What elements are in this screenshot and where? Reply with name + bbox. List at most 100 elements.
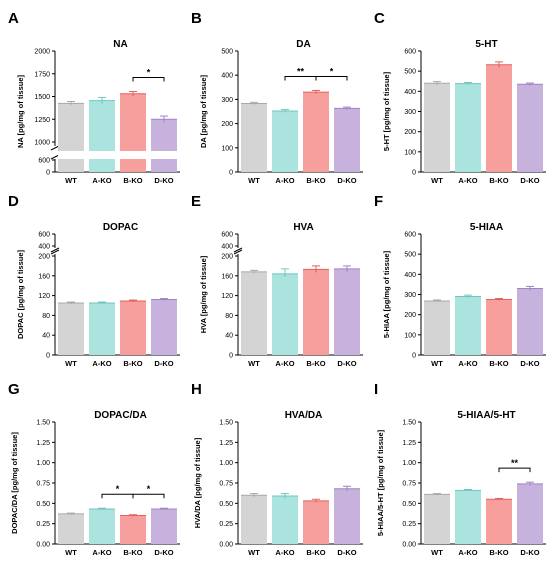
panel-letter: F	[374, 193, 383, 210]
y-tick-label: 0	[412, 353, 416, 360]
y-tick-label: 200	[221, 254, 233, 261]
x-tick-label: A-KO	[275, 548, 294, 557]
y-tick-label: 0.00	[219, 542, 233, 549]
bar-wt	[424, 300, 450, 355]
bar-b-ko	[303, 500, 329, 544]
bar-a-ko	[89, 509, 115, 544]
x-tick-label: D-KO	[520, 548, 539, 557]
y-tick-label: 0.50	[402, 501, 416, 508]
y-tick-label: 600	[221, 232, 233, 239]
bar-d-ko	[517, 288, 543, 355]
bar-break-gap	[120, 151, 146, 159]
panel-a: A NA 0 600 1000 1250 1500 1750 2000 NA [pg/mg of …	[8, 10, 180, 185]
y-tick-label: 0	[229, 170, 233, 177]
y-tick-label: 200	[404, 129, 416, 136]
y-tick-label: 100	[404, 332, 416, 339]
axis-break-mark	[233, 247, 243, 253]
y-tick-label: 80	[42, 313, 50, 320]
y-tick-label: 600	[38, 158, 50, 165]
significance-bracket	[315, 75, 348, 81]
x-tick-label: A-KO	[92, 548, 111, 557]
y-tick-label: 40	[225, 333, 233, 340]
significance-bracket	[101, 493, 134, 499]
y-tick-label: 200	[404, 312, 416, 319]
significance-bracket	[132, 493, 165, 499]
y-axis-label: HVA [pg/mg of tissue]	[199, 255, 208, 333]
y-tick-label: 500	[404, 252, 416, 259]
y-tick-label: 500	[221, 49, 233, 56]
bar-b-ko	[486, 64, 512, 172]
panel-letter: G	[8, 381, 20, 398]
bar-b-ko	[303, 269, 329, 355]
bar-wt	[424, 494, 450, 544]
panel-b: B DA 0 100 200 300 400 500 DA [pg/mg of tissue] W…	[191, 10, 363, 185]
y-tick-label: 1.00	[219, 460, 233, 467]
axis-break-mark	[50, 247, 60, 253]
x-tick-label: B-KO	[306, 359, 325, 368]
x-tick-label: D-KO	[520, 176, 539, 185]
y-tick-label: 400	[221, 73, 233, 80]
panel-h: H HVA/DA 0.00 0.25 0.50 0.75 1.00 1.25 1.50 HVA/D…	[191, 381, 363, 557]
significance-label: *	[330, 66, 334, 76]
y-tick-label: 500	[404, 69, 416, 76]
y-tick-label: 80	[225, 313, 233, 320]
significance-label: *	[147, 484, 151, 494]
y-tick-label: 0.50	[36, 501, 50, 508]
y-axis-label: 5-HT [pg/mg of tissue]	[382, 71, 391, 151]
y-tick-label: 600	[404, 232, 416, 239]
x-tick-label: WT	[248, 548, 260, 557]
x-tick-label: D-KO	[154, 548, 173, 557]
y-tick-label: 0.00	[36, 542, 50, 549]
bar-break-gap	[58, 151, 84, 159]
y-tick-label: 400	[404, 89, 416, 96]
bar-d-ko	[334, 268, 360, 355]
x-tick-label: D-KO	[520, 359, 539, 368]
panel-f: F 5-HIAA 0 100 200 300 400 500 600 5-HIAA [pg/mg …	[374, 193, 546, 368]
y-tick-label: 1500	[34, 94, 50, 101]
bar-a-ko	[455, 83, 481, 172]
bar-b-ko	[486, 499, 512, 544]
bar-wt	[424, 83, 450, 172]
y-tick-label: 0.75	[402, 481, 416, 488]
x-tick-label: B-KO	[489, 359, 508, 368]
panel-letter: B	[191, 10, 202, 27]
bar-a-ko	[272, 273, 298, 355]
panel-title: 5-HT	[475, 39, 497, 50]
panel-i: I 5-HIAA/5-HT 0.00 0.25 0.50 0.75 1.00 1.25 1.50…	[374, 381, 546, 557]
y-tick-label: 600	[38, 232, 50, 239]
y-tick-label: 40	[42, 333, 50, 340]
panel-letter: H	[191, 381, 202, 398]
y-tick-label: 160	[38, 273, 50, 280]
bar-d-ko	[151, 299, 177, 355]
panel-letter: C	[374, 10, 385, 27]
x-tick-label: B-KO	[489, 548, 508, 557]
y-tick-label: 600	[404, 49, 416, 56]
bar-wt	[241, 103, 267, 172]
axis-break-mark	[50, 249, 60, 255]
panel-letter: I	[374, 381, 378, 398]
significance-label: **	[511, 458, 519, 468]
significance-label: **	[297, 66, 305, 76]
panel-e: E HVA 0 40 80 120 160 200 400 600 HVA [pg/mg of ti…	[191, 193, 363, 368]
y-tick-label: 400	[38, 244, 50, 251]
x-tick-label: B-KO	[489, 176, 508, 185]
y-tick-label: 1.25	[402, 440, 416, 447]
axis-break-mark	[233, 249, 243, 255]
significance-label: *	[147, 67, 151, 77]
x-tick-label: WT	[65, 548, 77, 557]
y-tick-label: 1750	[34, 71, 50, 78]
y-tick-label: 0.75	[36, 481, 50, 488]
bar-break-gap	[89, 151, 115, 159]
x-tick-label: A-KO	[275, 176, 294, 185]
y-tick-label: 1.00	[402, 460, 416, 467]
y-tick-label: 100	[404, 149, 416, 156]
x-tick-label: WT	[65, 359, 77, 368]
x-tick-label: D-KO	[337, 176, 356, 185]
panel-title: NA	[113, 39, 127, 50]
x-tick-label: D-KO	[337, 548, 356, 557]
panel-letter: D	[8, 193, 19, 210]
x-tick-label: WT	[248, 176, 260, 185]
bar-wt	[58, 513, 84, 544]
significance-bracket	[284, 75, 317, 81]
